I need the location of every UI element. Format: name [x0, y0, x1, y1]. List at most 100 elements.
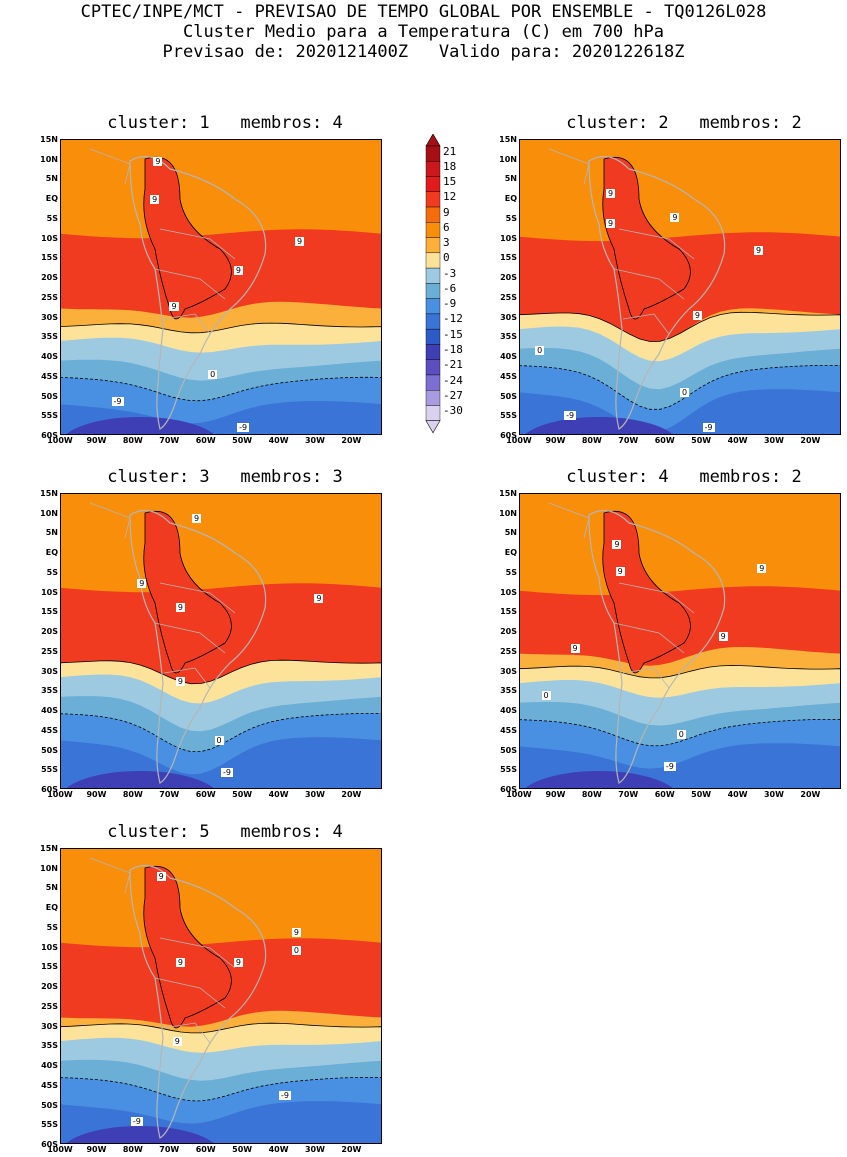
header-line1: CPTEC/INPE/MCT - PREVISAO DE TEMPO GLOBA…	[80, 2, 767, 22]
colorbar-swatch	[425, 222, 441, 238]
lon-tick-label: 100W	[506, 790, 532, 799]
lon-tick-label: 30W	[763, 436, 784, 445]
lat-tick-label: 20S	[500, 627, 517, 637]
lon-tick-label: 80W	[581, 790, 602, 799]
contour-label: 9	[718, 632, 728, 642]
contour-label: 9	[754, 245, 764, 255]
contour-label: 0	[541, 691, 551, 701]
lat-tick-label: 40S	[41, 1061, 58, 1071]
lon-tick-label: 50W	[232, 790, 253, 799]
colorbar-bottom-arrow	[425, 420, 441, 434]
lat-tick-label: 10N	[499, 508, 517, 518]
lat-tick-label: 40S	[41, 352, 58, 362]
map-panel	[519, 493, 841, 789]
country-border	[548, 148, 590, 185]
lat-tick-label: 50S	[41, 1100, 58, 1110]
country-border	[613, 268, 685, 300]
country-border	[622, 667, 670, 689]
lon-tick-label: 80W	[581, 436, 602, 445]
lat-tick-label: 15N	[40, 844, 58, 853]
panel-title: cluster: 3 membros: 3	[107, 467, 343, 487]
lat-tick-label: 40S	[41, 706, 58, 716]
contour-label: 9	[757, 564, 767, 574]
lat-tick-label: 15S	[500, 607, 517, 617]
colorbar-label: 3	[443, 236, 450, 250]
lon-tick-label: 50W	[232, 436, 253, 445]
colorbar-swatch	[425, 374, 441, 391]
lat-tick-label: 55S	[41, 765, 58, 775]
lon-tick-label: 90W	[86, 790, 107, 799]
lat-tick-label: 35S	[41, 332, 58, 342]
lat-tick-label: 50S	[500, 745, 517, 755]
lat-tick-label: 5S	[505, 213, 517, 223]
colorbar-swatch	[425, 405, 441, 421]
lat-tick-label: 10S	[500, 587, 517, 597]
lat-tick-label: 10N	[499, 154, 517, 164]
lat-tick-label: EQ	[45, 548, 58, 558]
lat-tick-label: 45S	[41, 725, 58, 735]
lat-tick-label: 45S	[500, 725, 517, 735]
colorbar-label: -21	[443, 358, 463, 372]
lon-tick-label: 90W	[86, 1145, 107, 1154]
country-border	[622, 313, 670, 335]
country-border	[163, 1022, 211, 1044]
lon-tick-label: 70W	[159, 1145, 180, 1154]
lat-tick-label: 5N	[45, 174, 58, 184]
lat-tick-label: 5S	[505, 567, 517, 577]
colorbar-swatch	[425, 161, 441, 177]
lat-tick-label: 30S	[41, 666, 58, 676]
contour-label: 9	[233, 266, 243, 276]
colorbar-swatch	[425, 283, 441, 299]
contour-label: 9	[150, 195, 160, 205]
lat-tick-label: 60S	[500, 785, 517, 794]
lat-tick-label: EQ	[504, 194, 517, 204]
warm-core-region	[602, 511, 691, 674]
lat-tick-label: 15N	[40, 489, 58, 498]
lat-tick-label: 60S	[41, 1140, 58, 1149]
map-frame	[60, 493, 382, 789]
lat-tick-label: 15S	[500, 253, 517, 263]
contour-label: 9	[291, 927, 301, 937]
colorbar: 21 18 15 12 9 6 3 0 -3 -6 -9 -12 -15 -18 -21 -24 -27 -30	[425, 134, 465, 444]
lon-tick-label: 30W	[763, 790, 784, 799]
country-border	[613, 622, 685, 654]
colorbar-swatches	[425, 134, 441, 434]
lat-tick-label: 50S	[500, 391, 517, 401]
lon-tick-label: 50W	[232, 1145, 253, 1154]
cold-core-region	[65, 771, 215, 789]
lon-tick-label: 40W	[268, 436, 289, 445]
country-border	[89, 148, 131, 185]
lat-tick-label: 55S	[500, 411, 517, 421]
warm-core-region	[602, 157, 691, 320]
lon-tick-label: 60W	[654, 790, 675, 799]
lat-tick-label: 25S	[41, 1001, 58, 1011]
warm-core-region	[143, 157, 232, 320]
colorbar-swatch	[425, 206, 441, 223]
lat-tick-label: 25S	[500, 646, 517, 656]
lat-tick-label: 30S	[500, 312, 517, 322]
lon-tick-label: 50W	[691, 436, 712, 445]
lon-tick-label: 80W	[122, 790, 143, 799]
contour-label: 9	[570, 643, 580, 653]
country-border	[89, 857, 131, 894]
map-frame	[519, 139, 841, 435]
lon-tick-label: 40W	[727, 790, 748, 799]
contour-label: 9	[670, 213, 680, 222]
contour-label: 0	[676, 729, 686, 739]
panel-title: cluster: 4 membros: 2	[566, 467, 802, 487]
lat-tick-label: 10S	[41, 942, 58, 952]
colorbar-swatch	[425, 344, 441, 360]
lat-tick-label: 40S	[500, 706, 517, 716]
lat-tick-label: 55S	[500, 765, 517, 775]
contour-label: -9	[130, 1117, 143, 1127]
lat-tick-label: 45S	[41, 1080, 58, 1090]
lat-tick-label: 10S	[41, 233, 58, 243]
colorbar-swatch	[425, 176, 441, 192]
country-border	[159, 582, 236, 614]
colorbar-label: 9	[443, 205, 450, 219]
map-frame	[60, 848, 382, 1144]
lat-tick-label: 35S	[41, 686, 58, 696]
colorbar-label: -3	[443, 266, 457, 280]
colorbar-label: -12	[443, 312, 463, 326]
lon-tick-label: 90W	[545, 436, 566, 445]
